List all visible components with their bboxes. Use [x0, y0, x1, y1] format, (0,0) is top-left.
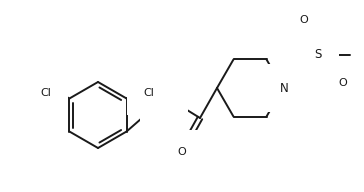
Text: S: S — [314, 49, 322, 61]
Text: Cl: Cl — [143, 89, 154, 98]
Text: Cl: Cl — [41, 89, 52, 98]
Text: O: O — [178, 147, 186, 157]
Text: N: N — [280, 81, 288, 94]
Text: H: H — [164, 91, 172, 101]
Text: N: N — [158, 92, 166, 104]
Text: O: O — [300, 15, 308, 25]
Text: O: O — [339, 78, 347, 88]
